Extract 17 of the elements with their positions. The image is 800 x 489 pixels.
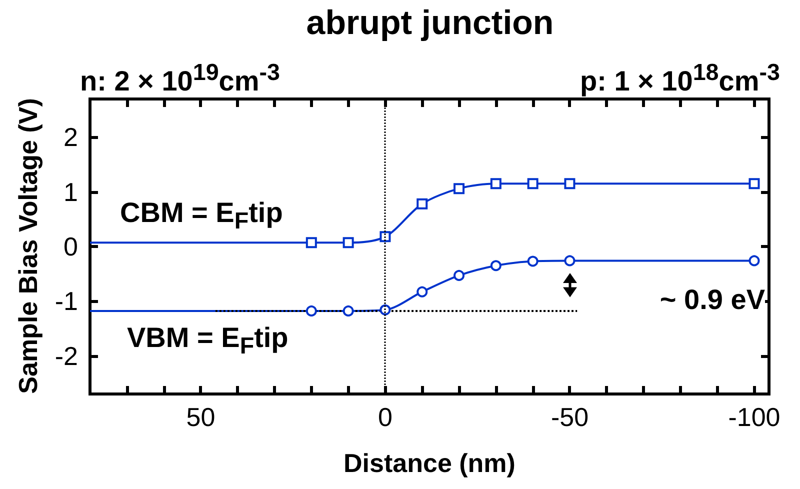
y-tick-label: 2 (64, 122, 78, 152)
y-tick-label: -1 (54, 286, 78, 316)
annotation: ~ 0.9 eV (660, 283, 765, 317)
x-tick-label: -50 (550, 402, 589, 432)
annotation: VBM = E$_{F}$tip (127, 321, 288, 361)
y-tick-label: 0 (64, 232, 78, 262)
y-tick-label: 1 (64, 176, 78, 207)
y-tick-label: -2 (54, 340, 78, 371)
y-axis-title: Sample Bias Voltage (V) (12, 98, 44, 394)
x-tick-label: 50 (186, 402, 216, 432)
x-axis-title: Distance (nm) (342, 447, 516, 480)
text: p: 1 × 10$^{18}$cm$^{-3}$ (580, 58, 780, 98)
x-tick-label: 0 (378, 402, 392, 432)
chart-title: abrupt junction (305, 4, 555, 42)
annotation: CBM = E$_{F}$tip (120, 196, 283, 236)
text: n: 2 × 10$^{19}$cm$^{-3}$ (80, 58, 280, 98)
x-tick-label: -100 (728, 402, 780, 432)
